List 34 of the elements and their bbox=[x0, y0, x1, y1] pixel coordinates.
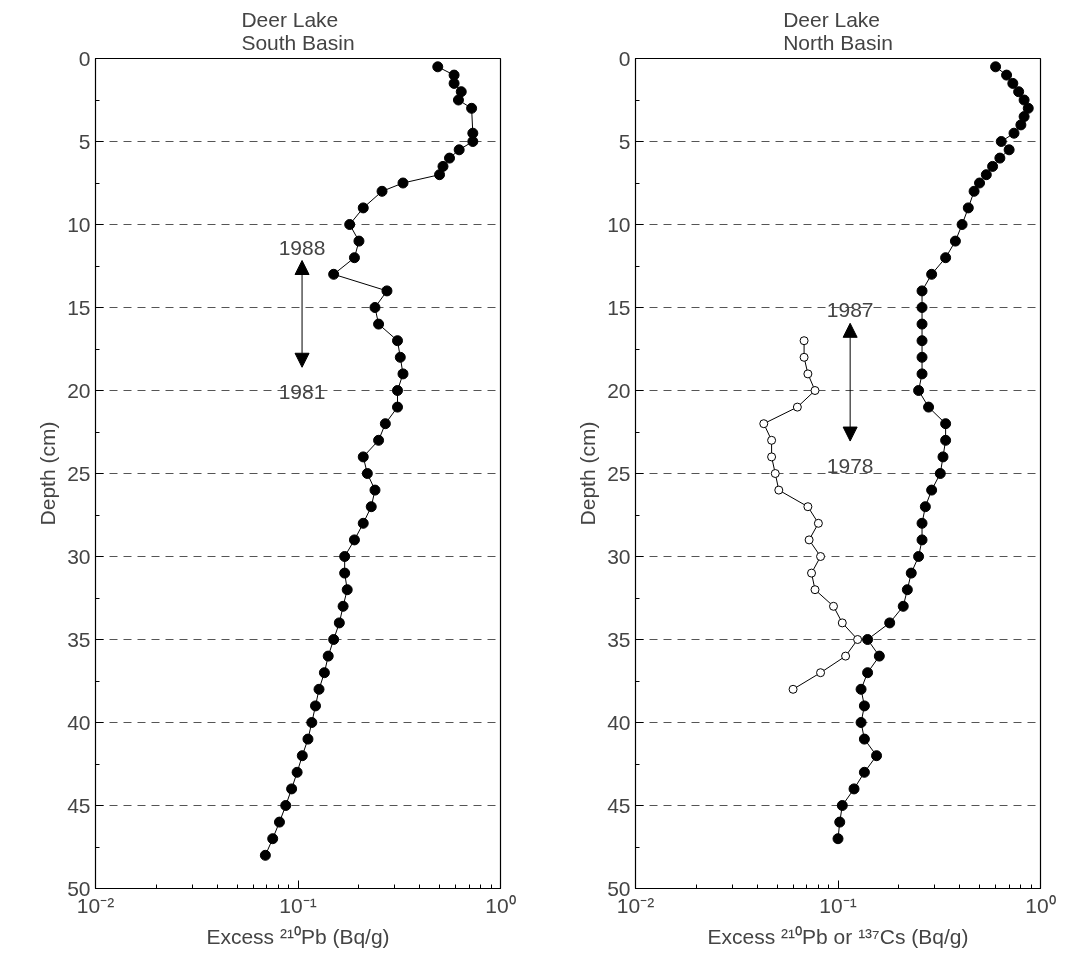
annotation: 1978 bbox=[826, 454, 874, 478]
y-tick-label: 10 bbox=[607, 212, 631, 236]
y-tick-label: 40 bbox=[607, 710, 631, 734]
y-tick-label: 0 bbox=[78, 46, 91, 70]
y-tick-label: 45 bbox=[67, 793, 91, 817]
y-tick-label: 15 bbox=[67, 295, 91, 319]
y-tick-label: 0 bbox=[618, 46, 631, 70]
y-tick-label: 5 bbox=[78, 129, 91, 153]
y-tick-label: 5 bbox=[618, 129, 631, 153]
x-tick-label: 10⁻¹ bbox=[819, 893, 857, 917]
y-tick-label: 25 bbox=[607, 461, 631, 485]
y-tick-label: 20 bbox=[67, 378, 91, 402]
x-tick-label: 10⁰ bbox=[485, 893, 516, 917]
y-tick-label: 40 bbox=[67, 710, 91, 734]
y-tick-label: 35 bbox=[607, 627, 631, 651]
chart-title: Deer Lake South Basin bbox=[241, 7, 355, 54]
y-axis-title: Depth (cm) bbox=[576, 421, 600, 526]
y-tick-label: 30 bbox=[607, 544, 631, 568]
annotation: 1988 bbox=[278, 235, 326, 259]
chart-title: Deer Lake North Basin bbox=[783, 7, 893, 54]
y-tick-label: 45 bbox=[607, 793, 631, 817]
y-tick-label: 35 bbox=[67, 627, 91, 651]
x-tick-label: 10⁰ bbox=[1025, 893, 1056, 917]
y-axis-title: Depth (cm) bbox=[36, 421, 60, 526]
y-tick-label: 10 bbox=[67, 212, 91, 236]
x-axis-title: Excess ²¹⁰Pb or ¹³⁷Cs (Bq/g) bbox=[707, 924, 969, 948]
x-tick-label: 10⁻¹ bbox=[279, 893, 317, 917]
y-tick-label: 15 bbox=[607, 295, 631, 319]
y-tick-label: 20 bbox=[607, 378, 631, 402]
y-tick-label: 25 bbox=[67, 461, 91, 485]
x-axis-title: Excess ²¹⁰Pb (Bq/g) bbox=[206, 924, 390, 948]
y-tick-label: 30 bbox=[67, 544, 91, 568]
annotation: 1981 bbox=[278, 380, 326, 404]
annotation: 1987 bbox=[826, 298, 874, 322]
